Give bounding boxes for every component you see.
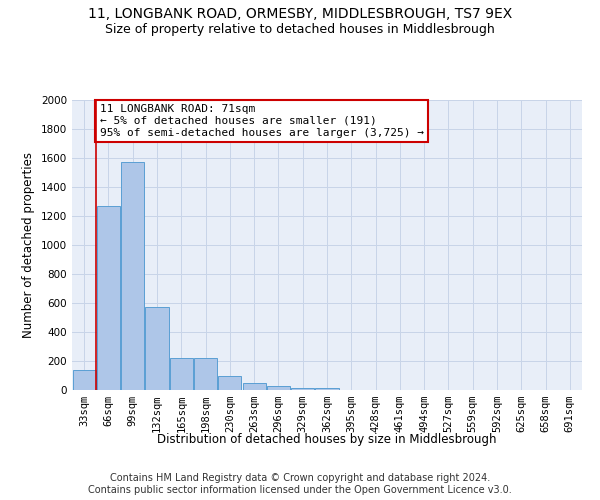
Bar [145,308,169,390]
Bar [316,388,338,390]
Y-axis label: Number of detached properties: Number of detached properties [22,152,35,338]
Bar [170,358,193,390]
Text: Size of property relative to detached houses in Middlesbrough: Size of property relative to detached ho… [105,22,495,36]
Text: Contains HM Land Registry data © Crown copyright and database right 2024.
Contai: Contains HM Land Registry data © Crown c… [88,474,512,495]
Bar [218,376,241,390]
Bar [291,388,314,390]
Text: Distribution of detached houses by size in Middlesbrough: Distribution of detached houses by size … [157,432,497,446]
Bar [73,370,95,390]
Bar [121,162,144,390]
Bar [267,386,290,390]
Bar [97,206,120,390]
Bar [242,383,266,390]
Text: 11, LONGBANK ROAD, ORMESBY, MIDDLESBROUGH, TS7 9EX: 11, LONGBANK ROAD, ORMESBY, MIDDLESBROUG… [88,8,512,22]
Text: 11 LONGBANK ROAD: 71sqm
← 5% of detached houses are smaller (191)
95% of semi-de: 11 LONGBANK ROAD: 71sqm ← 5% of detached… [100,104,424,138]
Bar [194,358,217,390]
